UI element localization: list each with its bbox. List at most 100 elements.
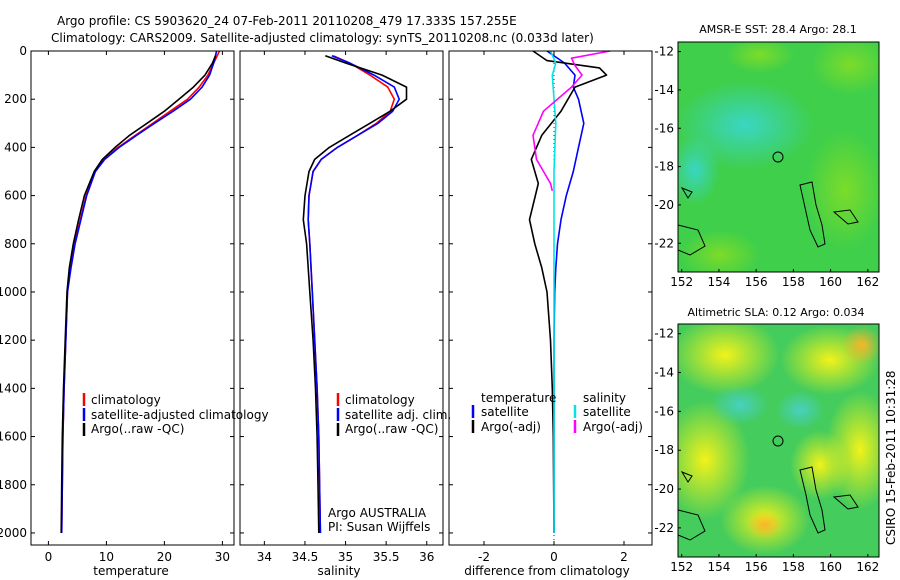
sla-high-patch [790, 430, 850, 500]
sla-map-title: Altimetric SLA: 0.12 Argo: 0.034 [687, 306, 864, 319]
sla-peak-patch [842, 325, 879, 365]
x-tick-label: 10 [99, 550, 114, 564]
map-x-tick-label: 162 [856, 275, 879, 289]
map-y-tick-label: -14 [654, 366, 674, 380]
x-tick-label: 0 [550, 550, 558, 564]
salinity-x-label: salinity [317, 564, 360, 578]
legend-label-climatology: climatology [91, 393, 161, 407]
sla-map-frame [677, 323, 880, 558]
amsr-map-title: AMSR-E SST: 28.4 Argo: 28.1 [699, 23, 857, 36]
amsr-warm-patch [805, 130, 879, 250]
temperature-series [60, 50, 221, 534]
y-tick-label: 1200 [0, 333, 27, 347]
y-tick-label: 1800 [0, 478, 27, 492]
pi-annotation: PI: Susan Wijffels [328, 520, 430, 534]
temperature-legend: climatology satellite-adjusted climatolo… [82, 393, 269, 436]
amsr-cool-patch [678, 135, 720, 205]
difference-axis-ticks: -2 0 2 [449, 50, 652, 564]
sla-map: Altimetric SLA: 0.12 Argo: 0.034 152 154 1… [654, 306, 880, 574]
map-x-tick-label: 158 [782, 560, 805, 574]
x-tick-label: 34 [257, 550, 272, 564]
series-line [302, 55, 408, 534]
legend-label-temp-satellite: satellite [481, 405, 529, 419]
y-tick-label: 200 [4, 92, 27, 106]
series-line [307, 55, 401, 534]
y-tick-label: 800 [4, 237, 27, 251]
difference-series [528, 50, 611, 545]
sla-map-field [678, 324, 879, 557]
reef-outline [680, 186, 693, 199]
x-tick-label: -2 [478, 550, 490, 564]
legend-label-sal-argo: Argo(-adj) [583, 420, 643, 434]
map-x-tick-label: 154 [707, 560, 730, 574]
figure-title-line-1: Argo profile: CS 5903620_24 07-Feb-2011 … [57, 14, 517, 28]
map-x-tick-label: 154 [707, 275, 730, 289]
legend-label-climatology: climatology [345, 393, 415, 407]
legend-label-argo: Argo(..raw -QC) [91, 422, 184, 436]
map-x-tick-label: 158 [782, 275, 805, 289]
difference-panel: -2 0 2 difference from climatology tempera… [448, 50, 653, 578]
salinity-panel: 34 34.5 35 35.5 36 salinity climatology sate… [239, 50, 451, 578]
map-x-tick-label: 152 [670, 275, 693, 289]
sla-map-ticks: 152 154 156 158 160 162 -12 -14 -16 -18 -20 -22 [654, 327, 879, 574]
legend-label-satellite: satellite-adjusted climatology [91, 408, 269, 422]
temperature-panel: 0 10 20 30 0 200 400 600 800 1000 1200 1400 1600 1800… [0, 44, 269, 578]
map-y-tick-label: -22 [654, 521, 674, 535]
series-line [549, 50, 557, 533]
difference-legend: temperature salinity satellite Argo(-adj… [471, 391, 643, 434]
coastline-outline [678, 509, 706, 541]
salinity-plot-frame [239, 50, 444, 546]
map-y-tick-label: -20 [654, 198, 674, 212]
y-tick-label: 0 [19, 44, 27, 58]
x-tick-label: 0 [45, 550, 53, 564]
legend-label-temp-argo: Argo(-adj) [481, 420, 541, 434]
argo-float-marker [772, 435, 784, 447]
amsr-map-ticks: 152 154 156 158 160 162 -12 -14 -16 -18 -20 -22 [654, 45, 879, 289]
map-x-tick-label: 152 [670, 560, 693, 574]
argo-float-marker [772, 151, 784, 163]
reef-outline [799, 181, 826, 248]
series-line [528, 50, 608, 534]
series-line [546, 50, 585, 533]
temperature-plot-frame [30, 50, 235, 546]
series-line [60, 50, 218, 534]
map-y-tick-label: -18 [654, 443, 674, 457]
reef-outline [680, 470, 693, 483]
y-tick-label: 1000 [0, 285, 27, 299]
amsr-map-field [678, 42, 879, 272]
legend-heading-salinity: salinity [583, 391, 626, 405]
temperature-x-label: temperature [93, 564, 168, 578]
legend-label-satellite: satellite adj. clim. [345, 408, 451, 422]
legend-label-sal-satellite: satellite [583, 405, 631, 419]
map-y-tick-label: -18 [654, 160, 674, 174]
x-tick-label: 36 [419, 550, 434, 564]
map-y-tick-label: -20 [654, 482, 674, 496]
sla-high-patch [678, 400, 750, 520]
legend-label-argo: Argo(..raw -QC) [345, 422, 438, 436]
float-owner-annotation: Argo AUSTRALIA [328, 506, 427, 520]
amsr-map-frame [677, 41, 880, 273]
temperature-axis-ticks: 0 10 20 30 0 200 400 600 800 1000 1200 1400 1600 1800… [0, 44, 234, 564]
difference-plot-frame [448, 50, 653, 546]
salinity-legend: climatology satellite adj. clim. Argo(..… [336, 393, 451, 436]
reef-outline [799, 466, 826, 534]
figure-title-line-2: Climatology: CARS2009. Satellite-adjuste… [51, 31, 594, 45]
series-line [532, 50, 611, 191]
map-x-tick-label: 160 [819, 275, 842, 289]
map-y-tick-label: -12 [654, 45, 674, 59]
amsr-warm-patch [810, 42, 879, 95]
x-tick-label: 34.5 [292, 550, 319, 564]
y-tick-label: 1400 [0, 381, 27, 395]
reef-outline [832, 494, 859, 510]
y-tick-label: 1600 [0, 430, 27, 444]
y-tick-label: 600 [4, 189, 27, 203]
sla-low-patch [710, 385, 770, 425]
series-line [60, 55, 217, 534]
amsr-sst-map: AMSR-E SST: 28.4 Argo: 28.1 152 154 156 158… [654, 23, 880, 289]
map-y-tick-label: -12 [654, 327, 674, 341]
coastline-outline [678, 224, 706, 256]
series-line [307, 55, 396, 534]
map-x-tick-label: 162 [856, 560, 879, 574]
salinity-series [302, 55, 408, 534]
